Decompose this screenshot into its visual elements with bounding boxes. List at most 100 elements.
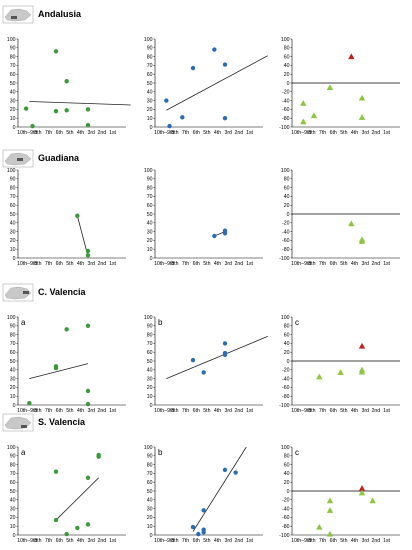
region-block-1: Guadiana010203040506070809010010th–9th8t… (2, 149, 400, 267)
green-triangle-point (300, 100, 307, 106)
y-tick-label: -80 (282, 116, 290, 122)
y-tick-label: 10 (10, 116, 16, 122)
y-tick-label: 60 (284, 185, 290, 191)
y-tick-label: 70 (147, 63, 153, 69)
x-tick-label: 3rd (224, 261, 232, 267)
x-tick-label: 8th (171, 130, 178, 136)
y-tick-label: 40 (147, 90, 153, 96)
y-tick-label: -80 (282, 394, 290, 400)
green-triangle-point (358, 368, 366, 375)
x-tick-label: 3rd (361, 130, 369, 136)
green-triangle-point (300, 118, 307, 125)
y-tick-label: 90 (147, 454, 153, 460)
green-triangle-point (326, 530, 334, 537)
y-tick-label: 100 (281, 37, 290, 43)
y-tick-label: 80 (147, 185, 153, 191)
x-tick-label: 6th (56, 261, 63, 267)
x-tick-label: 1st (109, 408, 116, 414)
y-tick-label: 100 (144, 168, 153, 174)
y-tick-label: -100 (279, 403, 289, 409)
y-tick-label: 100 (144, 445, 153, 451)
y-tick-label: 60 (147, 480, 153, 486)
y-tick-label: 30 (147, 506, 153, 512)
x-tick-label: 7th (45, 538, 52, 544)
y-tick-label: -40 (282, 98, 290, 104)
y-tick-label: 10 (147, 524, 153, 530)
y-tick-label: 40 (284, 341, 290, 347)
x-tick-label: 5th (340, 408, 347, 414)
trend-line (166, 55, 268, 111)
y-tick-label: 40 (147, 221, 153, 227)
y-tick-label: 80 (147, 54, 153, 60)
y-tick-label: 80 (147, 462, 153, 468)
red-triangle-point (358, 485, 366, 491)
x-tick-label: 6th (193, 261, 200, 267)
x-tick-label: 8th (308, 261, 315, 267)
y-tick-label: 90 (147, 177, 153, 183)
y-tick-label: -40 (282, 229, 290, 235)
y-tick-label: 40 (284, 63, 290, 69)
region-title: S. Valencia (38, 417, 86, 427)
green-data-point (30, 123, 35, 129)
x-tick-label: 8th (308, 408, 315, 414)
y-tick-label: 100 (281, 445, 290, 451)
region-title: Andalusia (38, 9, 82, 19)
y-tick-label: 100 (144, 37, 153, 43)
blue-data-point (233, 470, 238, 475)
y-tick-label: 0 (13, 533, 16, 539)
x-tick-label: 1st (246, 261, 253, 267)
green-data-point (85, 248, 91, 254)
y-tick-label: 50 (147, 359, 153, 365)
x-tick-label: 2nd (372, 130, 381, 136)
x-tick-label: 8th (34, 408, 41, 414)
y-tick-label: 100 (7, 315, 16, 321)
x-tick-label: 5th (340, 130, 347, 136)
blue-data-point (222, 467, 228, 473)
y-tick-label: 0 (287, 81, 290, 87)
trend-line (29, 101, 131, 106)
green-data-point (53, 469, 59, 474)
green-data-point (23, 106, 29, 111)
green-data-point (85, 522, 91, 527)
y-tick-label: 80 (10, 332, 16, 338)
y-tick-label: 50 (147, 81, 153, 87)
y-tick-label: -40 (282, 376, 290, 382)
x-tick-label: 8th (171, 408, 178, 414)
x-tick-label: 10th–9th (17, 538, 37, 544)
y-tick-label: 80 (284, 324, 290, 330)
y-tick-label: -80 (282, 524, 290, 530)
region-map-highlight (23, 291, 29, 294)
y-tick-label: 100 (144, 315, 153, 321)
y-tick-label: 20 (10, 238, 16, 244)
y-tick-label: 60 (147, 350, 153, 356)
x-tick-label: 8th (34, 261, 41, 267)
x-tick-label: 2nd (98, 130, 107, 136)
blue-data-point (190, 357, 196, 363)
x-tick-label: 10th–9th (154, 408, 174, 414)
y-tick-label: 20 (10, 515, 16, 521)
y-tick-label: 0 (150, 125, 153, 131)
y-tick-label: 0 (13, 125, 16, 131)
region-map-highlight (17, 158, 23, 161)
y-tick-label: 80 (147, 332, 153, 338)
x-tick-label: 6th (330, 538, 337, 544)
x-tick-label: 6th (193, 130, 200, 136)
x-tick-label: 2nd (235, 130, 244, 136)
y-tick-label: 30 (10, 98, 16, 104)
y-tick-label: -100 (279, 256, 289, 262)
y-tick-label: 20 (10, 107, 16, 113)
x-tick-label: 4th (351, 408, 358, 414)
x-tick-label: 4th (351, 261, 358, 267)
x-tick-label: 2nd (235, 538, 244, 544)
x-tick-label: 8th (171, 538, 178, 544)
blue-data-point (180, 115, 185, 120)
y-tick-label: 0 (150, 533, 153, 539)
x-tick-label: 3rd (361, 261, 369, 267)
chart-panel-3-2: c -100 -80 -60 -40 -20 0 20 40 60 80 100 10th–9th8th… (279, 445, 400, 544)
green-data-point (85, 388, 91, 394)
x-tick-label: 3rd (87, 538, 95, 544)
green-data-point (75, 525, 80, 531)
